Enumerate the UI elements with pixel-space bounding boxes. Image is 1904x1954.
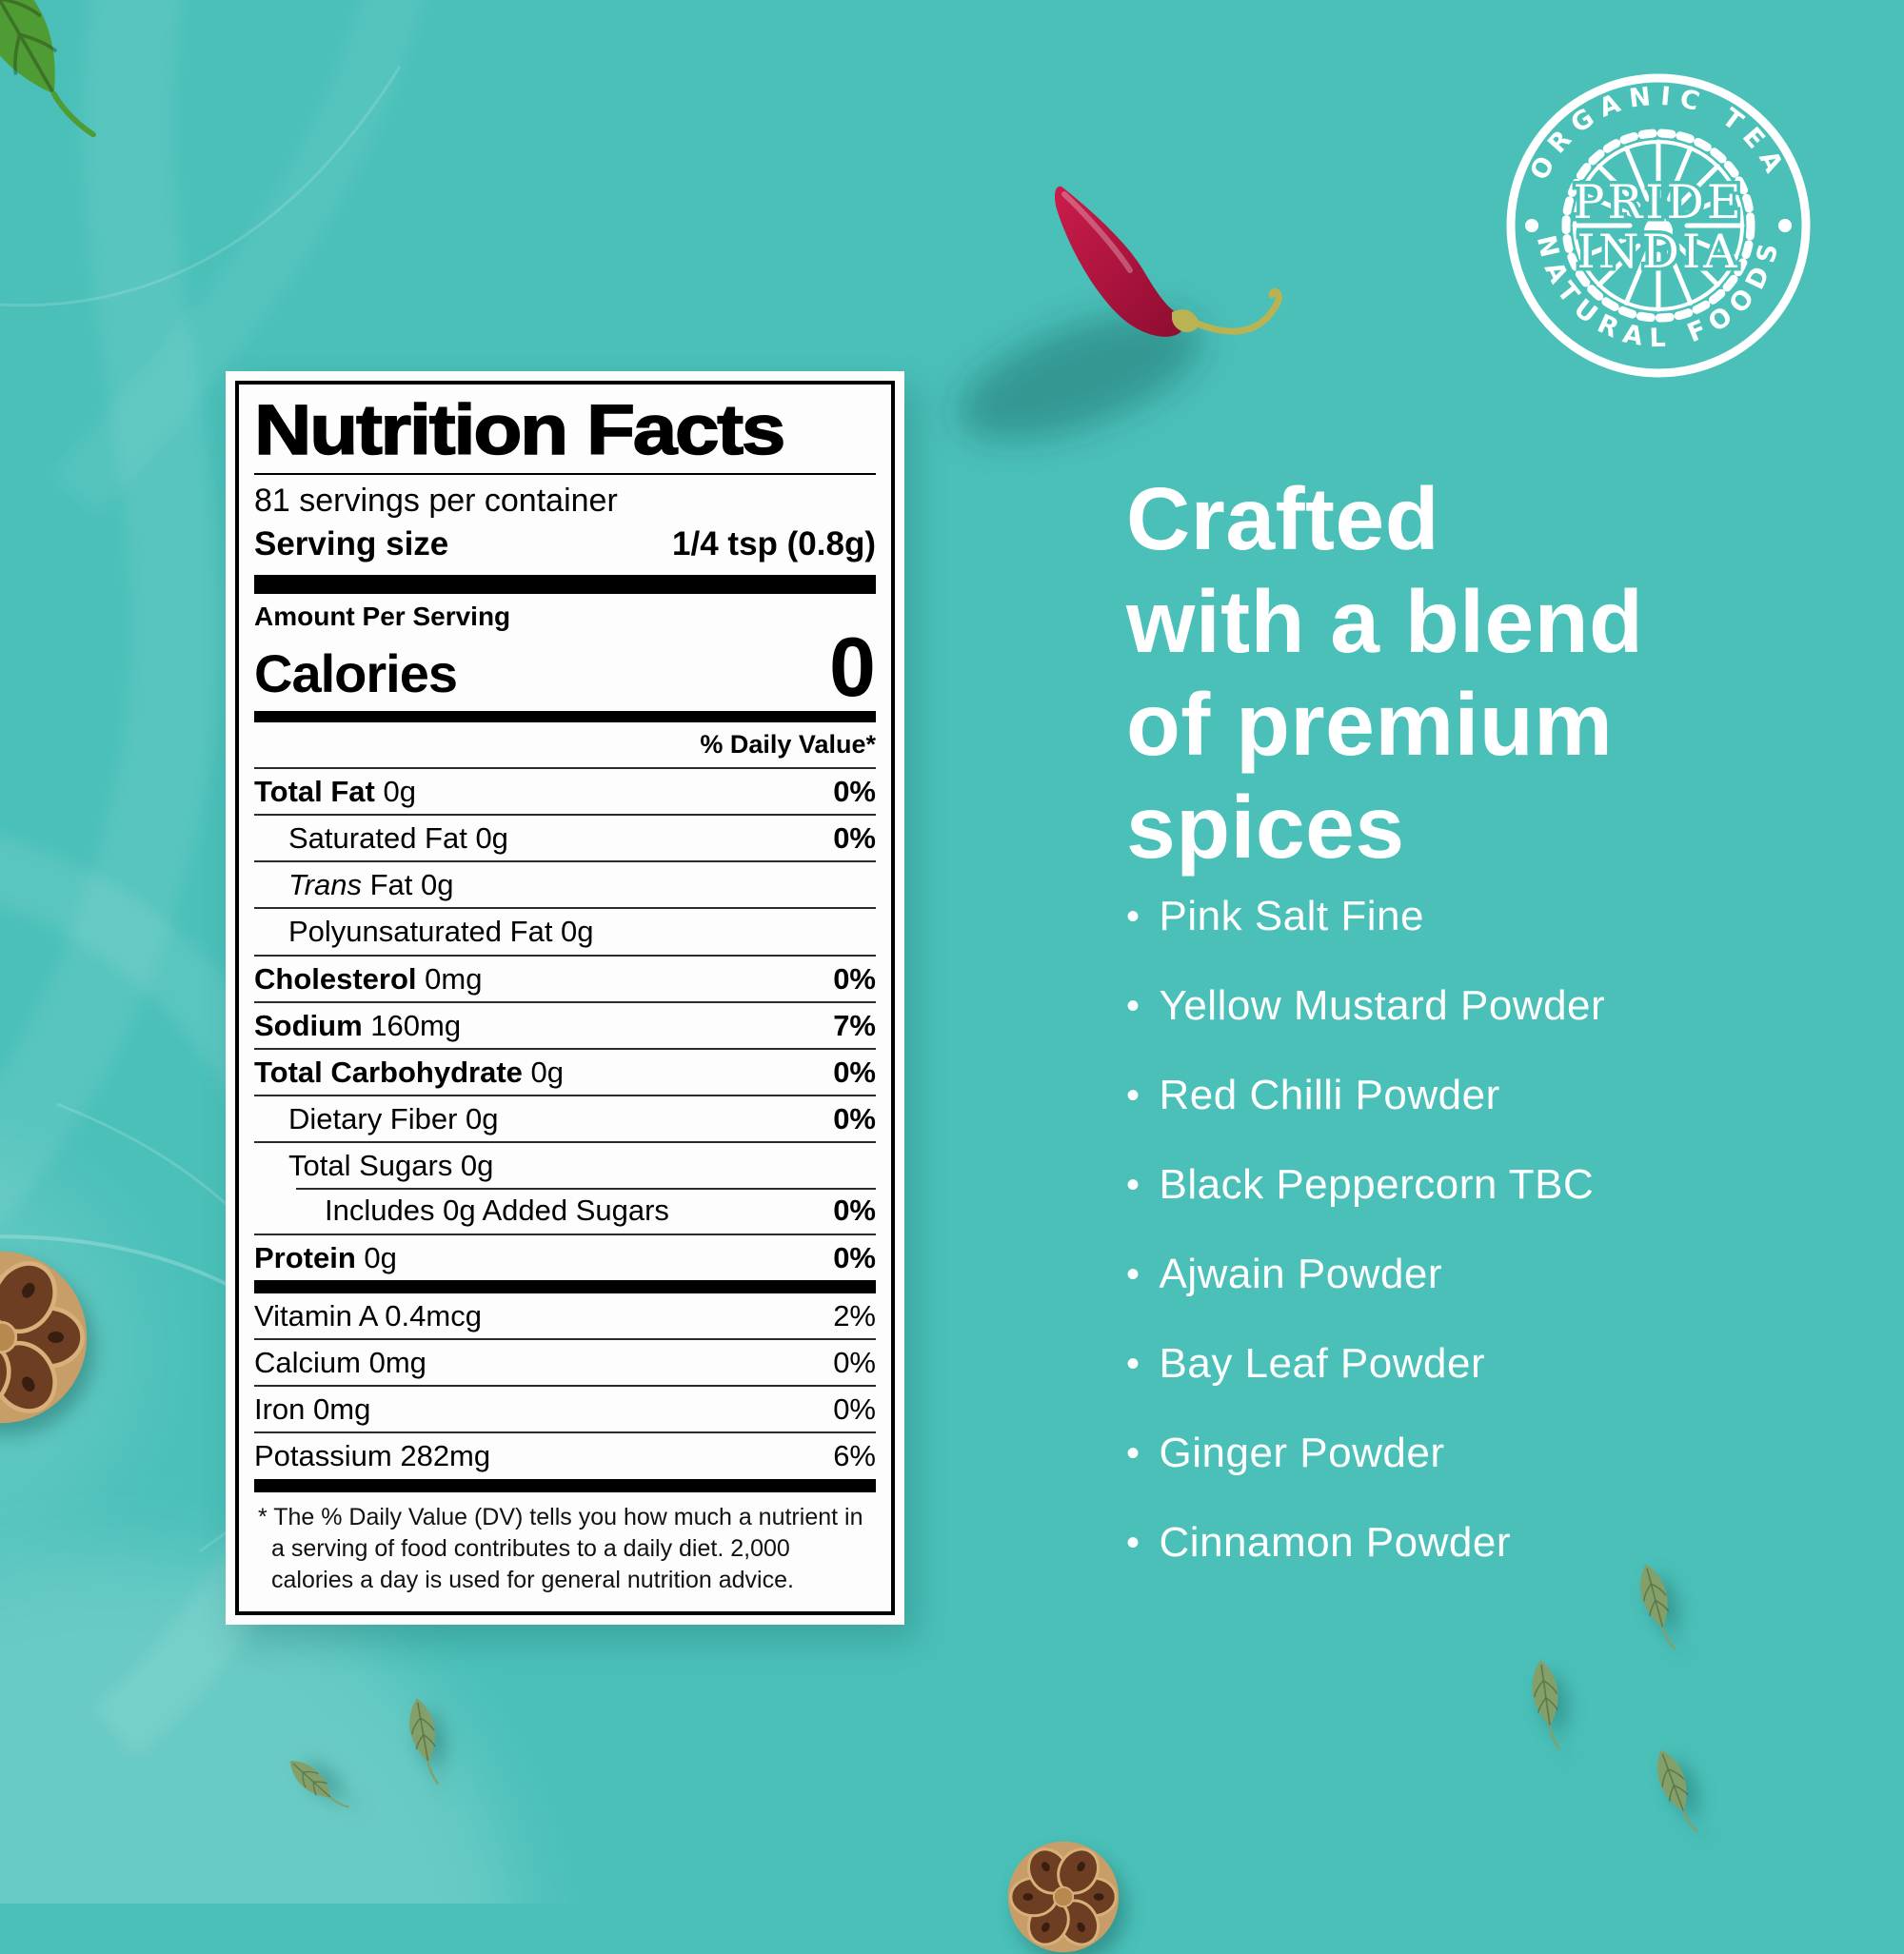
calories-label: Calories	[254, 643, 458, 704]
list-item: • Ajwain Powder	[1126, 1251, 1605, 1297]
spice-name: Yellow Mustard Powder	[1159, 982, 1606, 1029]
nutrition-row-added-sugars: Includes 0g Added Sugars 0%	[254, 1188, 876, 1233]
nutrition-row-saturated-fat: Saturated Fat 0g 0%	[254, 813, 876, 860]
thick-bar	[254, 574, 876, 594]
nutrition-row-cholesterol: Cholesterol 0mg 0%	[254, 954, 876, 1001]
spice-name: Bay Leaf Powder	[1159, 1340, 1486, 1387]
spice-name: Cinnamon Powder	[1159, 1519, 1511, 1566]
nutrition-row-total-sugars: Total Sugars 0g	[254, 1141, 876, 1188]
roasted-garlic-icon	[0, 1249, 89, 1426]
bullet-dot: •	[1126, 984, 1140, 1027]
nutrition-row-potassium: Potassium 282mg 6%	[254, 1431, 876, 1478]
thick-bar	[254, 1478, 876, 1492]
nutrition-facts-label: Nutrition Facts 81 servings per containe…	[226, 371, 904, 1625]
red-chili-pepper-icon	[1054, 186, 1282, 337]
list-item: • Pink Salt Fine	[1126, 893, 1605, 939]
bullet-dot: •	[1126, 1163, 1140, 1206]
medium-bar	[254, 710, 876, 722]
serving-size-row: Serving size 1/4 tsp (0.8g)	[254, 522, 876, 575]
bay-leaf-icon	[404, 1694, 446, 1788]
nutrition-row-vitamin-a: Vitamin A 0.4mcg 2%	[254, 1298, 876, 1332]
list-item: • Yellow Mustard Powder	[1126, 982, 1606, 1029]
logo-word-india: INDIA	[1577, 225, 1739, 279]
bay-leaf-icon	[1632, 1559, 1682, 1655]
list-item: • Red Chilli Powder	[1126, 1072, 1605, 1118]
list-item: • Black Peppercorn TBC	[1126, 1161, 1605, 1208]
bay-leaf-icon	[0, 0, 149, 187]
list-item: • Bay Leaf Powder	[1126, 1340, 1605, 1387]
thick-bar	[254, 1279, 876, 1293]
nutrition-row-trans-fat: Trans Fat 0g	[254, 860, 876, 907]
serving-size-label: Serving size	[254, 524, 449, 563]
nutrition-row-dietary-fiber: Dietary Fiber 0g 0%	[254, 1095, 876, 1141]
spice-name: Black Peppercorn TBC	[1159, 1161, 1595, 1208]
daily-value-header: % Daily Value*	[700, 729, 876, 759]
spice-list: • Pink Salt Fine • Yellow Mustard Powder •…	[1126, 893, 1606, 1610]
nutrition-row-calcium: Calcium 0mg 0%	[254, 1338, 876, 1385]
spice-name: Red Chilli Powder	[1159, 1072, 1500, 1118]
bullet-dot: •	[1126, 1074, 1140, 1116]
logo-outer-ring	[1506, 73, 1811, 378]
daily-value-footnote: * The % Daily Value (DV) tells you how m…	[258, 1503, 863, 1593]
bullet-dot: •	[1126, 1253, 1140, 1295]
spice-name: Ginger Powder	[1159, 1430, 1445, 1476]
page: { "colors": { "background": "#4ac0b9", "…	[0, 0, 1811, 1954]
logo-right-dot	[1778, 219, 1792, 232]
nutrition-row-total-carbohydrate: Total Carbohydrate 0g 0%	[254, 1047, 876, 1095]
list-item: • Ginger Powder	[1126, 1430, 1605, 1476]
chakra-wheel-icon	[1561, 128, 1755, 323]
divider	[254, 472, 876, 475]
nutrition-row-sodium: Sodium 160mg 7%	[254, 1000, 876, 1048]
calories-row: Calories 0	[254, 619, 876, 714]
servings-per-container: 81 servings per container	[254, 482, 618, 519]
logo-word-pride: PRIDE	[1573, 175, 1743, 229]
spice-name: Ajwain Powder	[1159, 1251, 1443, 1297]
amount-per-serving: Amount Per Serving	[254, 601, 511, 631]
nutrition-row-iron: Iron 0mg 0%	[254, 1385, 876, 1431]
roasted-garlic-icon	[1006, 1840, 1121, 1954]
nutrition-row-polyunsaturated-fat: Polyunsaturated Fat 0g	[254, 907, 876, 954]
serving-size-value: 1/4 tsp (0.8g)	[672, 524, 876, 563]
heading-line: with a blend	[1126, 571, 1644, 671]
nutrition-row-total-fat: Total Fat 0g 0%	[254, 766, 876, 814]
pride-india-logo: ORGANIC TEA NATURAL FOODS PRIDE I	[1506, 73, 1811, 378]
list-item: • Cinnamon Powder	[1126, 1519, 1605, 1566]
calories-value: 0	[829, 619, 876, 714]
bullet-dot: •	[1126, 895, 1140, 938]
bay-leaf-icon	[1648, 1744, 1705, 1840]
nutrition-row-protein: Protein 0g 0%	[254, 1233, 876, 1280]
nutrition-title: Nutrition Facts	[253, 390, 786, 469]
heading-line: Crafted	[1126, 469, 1440, 568]
logo-left-dot	[1525, 219, 1538, 232]
bullet-dot: •	[1126, 1521, 1140, 1564]
spice-name: Pink Salt Fine	[1159, 893, 1424, 939]
bay-leaf-icon	[1527, 1657, 1567, 1752]
heading-line: spices	[1126, 777, 1405, 877]
bullet-dot: •	[1126, 1342, 1140, 1385]
page-title: Crafted with a blend of premium spices	[1126, 468, 1643, 879]
bullet-dot: •	[1126, 1431, 1140, 1474]
bay-leaf-icon	[282, 1751, 353, 1820]
heading-line: of premium	[1126, 674, 1614, 774]
